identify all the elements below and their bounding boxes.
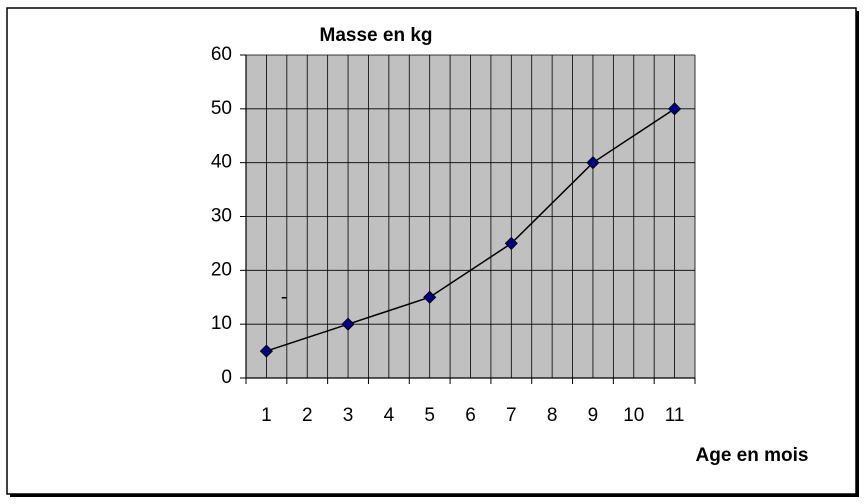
y-tick-label: 30	[211, 206, 232, 227]
marker	[341, 317, 355, 331]
y-tick-label: 10	[211, 313, 232, 334]
x-tick-label: 1	[261, 405, 272, 426]
x-tick-label: 7	[506, 405, 517, 426]
x-tick-label: 10	[623, 405, 644, 426]
annotation: -	[281, 287, 287, 308]
x-tick-label: 3	[343, 405, 354, 426]
x-tick-label: 4	[384, 405, 395, 426]
x-tick-label: 11	[665, 405, 685, 426]
line	[266, 108, 676, 352]
marker	[423, 290, 437, 304]
x-tick-label: 6	[465, 405, 476, 426]
marker	[668, 102, 682, 116]
marker	[259, 344, 273, 358]
x-tick-label: 9	[588, 405, 599, 426]
y-tick-label: 60	[211, 44, 232, 65]
x-tick-label: 8	[547, 405, 558, 426]
x-tick-label: 5	[424, 405, 435, 426]
marker	[586, 156, 600, 170]
y-tick-label: 40	[211, 152, 232, 173]
chart-title: Masse en kg	[320, 25, 433, 46]
y-tick-label: 50	[211, 98, 232, 119]
x-axis-label: Age en mois	[696, 445, 809, 466]
y-tick-label: 20	[211, 259, 232, 280]
x-tick-label: 2	[302, 405, 313, 426]
marker	[504, 236, 518, 250]
y-tick-label: 0	[221, 367, 232, 388]
